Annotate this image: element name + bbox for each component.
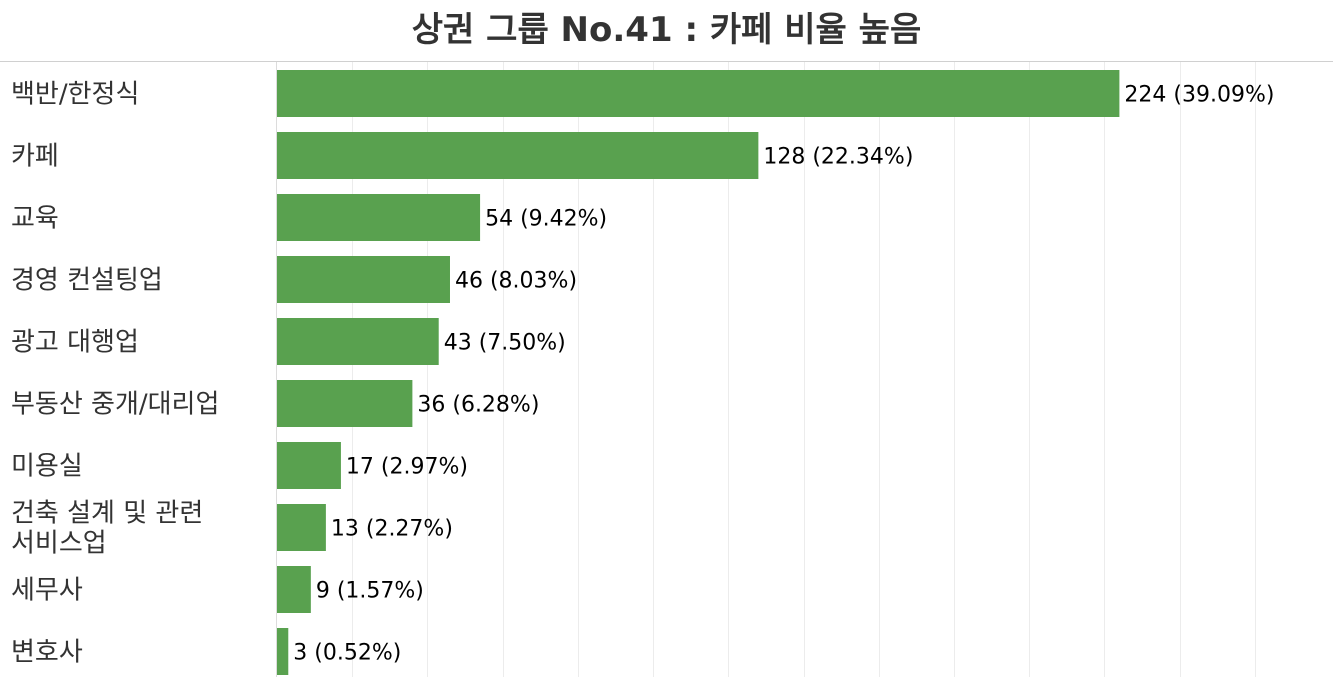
category-label: 광고 대행업: [11, 328, 139, 358]
category-label: 변호사: [11, 638, 83, 668]
bar: [277, 194, 481, 241]
category-label: 경영 컨설팅업: [11, 266, 163, 296]
data-label: 36 (6.28%): [417, 393, 539, 418]
bar: [277, 70, 1120, 117]
data-label: 54 (9.42%): [485, 207, 607, 232]
bar: [277, 504, 326, 551]
bar: [277, 380, 413, 427]
data-label: 43 (7.50%): [444, 331, 566, 356]
data-label: 46 (8.03%): [455, 269, 577, 294]
data-label: 3 (0.52%): [293, 641, 401, 666]
data-label: 17 (2.97%): [346, 455, 468, 480]
bar: [277, 318, 439, 365]
category-label: 카페: [11, 142, 59, 172]
data-label: 13 (2.27%): [331, 517, 453, 542]
bar: [277, 256, 450, 303]
data-label: 224 (39.09%): [1124, 83, 1274, 108]
data-label: 128 (22.34%): [763, 145, 913, 170]
chart-title: 상권 그룹 No.41 : 카페 비율 높음: [411, 10, 922, 50]
data-label: 9 (1.57%): [316, 579, 424, 604]
category-label: 백반/한정식: [11, 80, 139, 110]
category-label: 미용실: [11, 452, 83, 482]
category-label: 교육: [11, 204, 59, 234]
bar: [277, 442, 341, 489]
category-label: 세무사: [11, 576, 83, 606]
category-label: 건축 설계 및 관련 서비스업: [11, 499, 203, 559]
bar: [277, 628, 289, 675]
bar: [277, 566, 311, 613]
bar: [277, 132, 759, 179]
category-label: 부동산 중개/대리업: [11, 390, 219, 420]
